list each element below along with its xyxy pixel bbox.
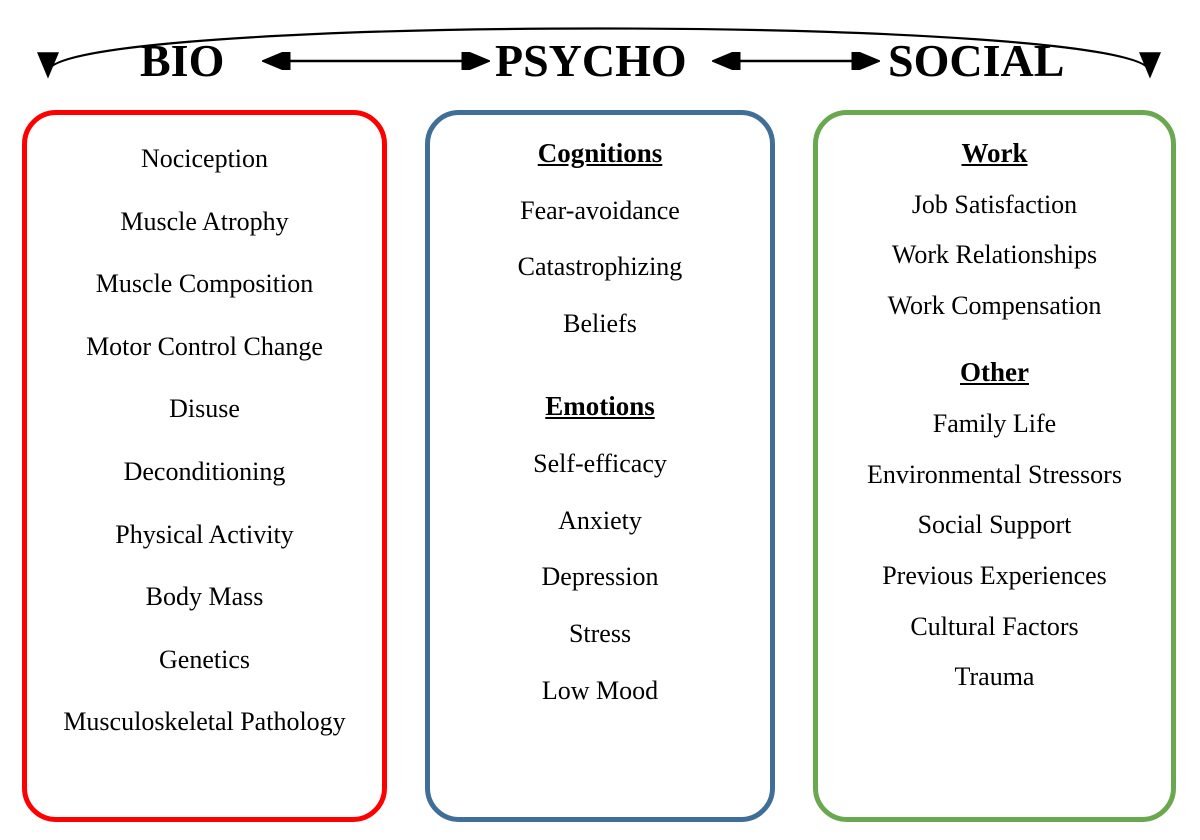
list-item: Self-efficacy: [533, 450, 667, 479]
list-item: Cultural Factors: [910, 613, 1078, 642]
arrow-bio-psycho: [262, 52, 490, 70]
list-item: Work Compensation: [888, 292, 1102, 321]
box-social: Work Job Satisfaction Work Relationships Wo…: [813, 110, 1176, 822]
title-psycho: PSYCHO: [495, 34, 687, 87]
list-item: Environmental Stressors: [867, 461, 1122, 490]
list-item: Previous Experiences: [882, 562, 1107, 591]
title-bio: BIO: [140, 34, 224, 87]
bio-item: Muscle Composition: [96, 270, 313, 299]
list-item: Catastrophizing: [518, 253, 683, 282]
arrow-psycho-social: [712, 52, 880, 70]
bio-item: Body Mass: [146, 583, 264, 612]
bio-item: Genetics: [159, 646, 250, 675]
bio-item: Physical Activity: [115, 521, 293, 550]
list-item: Depression: [542, 563, 659, 592]
bio-item: Nociception: [141, 145, 268, 174]
section-heading: Emotions: [545, 392, 655, 422]
section-heading: Work: [961, 139, 1027, 169]
list-item: Beliefs: [563, 310, 637, 339]
bio-item: Motor Control Change: [86, 333, 323, 362]
section-heading: Cognitions: [538, 139, 663, 169]
bio-item: Deconditioning: [124, 458, 286, 487]
bio-item: Musculoskeletal Pathology: [63, 708, 345, 737]
list-item: Fear-avoidance: [520, 197, 680, 226]
biopsychosocial-diagram: BIO PSYCHO SOCIAL Nociception Muscle Atro…: [0, 0, 1200, 840]
box-bio: Nociception Muscle Atrophy Muscle Composit…: [22, 110, 387, 822]
list-item: Stress: [569, 620, 631, 649]
list-item: Trauma: [955, 663, 1035, 692]
bio-item: Muscle Atrophy: [120, 208, 288, 237]
box-psycho: Cognitions Fear-avoidance Catastrophizing B…: [425, 110, 775, 822]
list-item: Job Satisfaction: [912, 191, 1077, 220]
list-item: Anxiety: [558, 507, 642, 536]
title-social: SOCIAL: [888, 34, 1064, 87]
section-heading: Other: [960, 358, 1029, 388]
list-item: Work Relationships: [892, 241, 1097, 270]
list-item: Low Mood: [542, 677, 658, 706]
list-item: Family Life: [933, 410, 1056, 439]
list-item: Social Support: [918, 511, 1072, 540]
bio-item: Disuse: [169, 395, 240, 424]
